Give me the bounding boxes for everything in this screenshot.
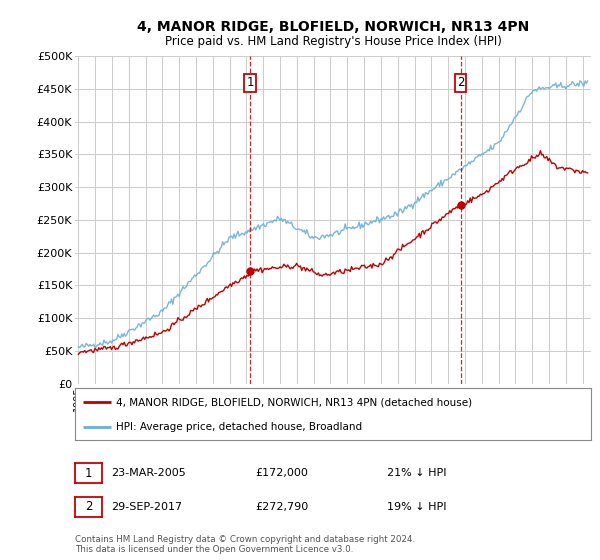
FancyBboxPatch shape [455, 74, 466, 92]
Text: 1: 1 [247, 76, 254, 90]
Text: 4, MANOR RIDGE, BLOFIELD, NORWICH, NR13 4PN: 4, MANOR RIDGE, BLOFIELD, NORWICH, NR13 … [137, 20, 529, 34]
Text: 2: 2 [85, 500, 92, 514]
Text: Price paid vs. HM Land Registry's House Price Index (HPI): Price paid vs. HM Land Registry's House … [164, 35, 502, 48]
Text: 21% ↓ HPI: 21% ↓ HPI [387, 468, 446, 478]
FancyBboxPatch shape [244, 74, 256, 92]
Text: 19% ↓ HPI: 19% ↓ HPI [387, 502, 446, 512]
Text: 2: 2 [457, 76, 464, 90]
Text: 1: 1 [85, 466, 92, 480]
Text: 29-SEP-2017: 29-SEP-2017 [111, 502, 182, 512]
Text: 23-MAR-2005: 23-MAR-2005 [111, 468, 186, 478]
Text: Contains HM Land Registry data © Crown copyright and database right 2024.
This d: Contains HM Land Registry data © Crown c… [75, 535, 415, 554]
Text: £272,790: £272,790 [255, 502, 308, 512]
Text: £172,000: £172,000 [255, 468, 308, 478]
Text: HPI: Average price, detached house, Broadland: HPI: Average price, detached house, Broa… [116, 422, 362, 432]
Text: 4, MANOR RIDGE, BLOFIELD, NORWICH, NR13 4PN (detached house): 4, MANOR RIDGE, BLOFIELD, NORWICH, NR13 … [116, 397, 472, 407]
